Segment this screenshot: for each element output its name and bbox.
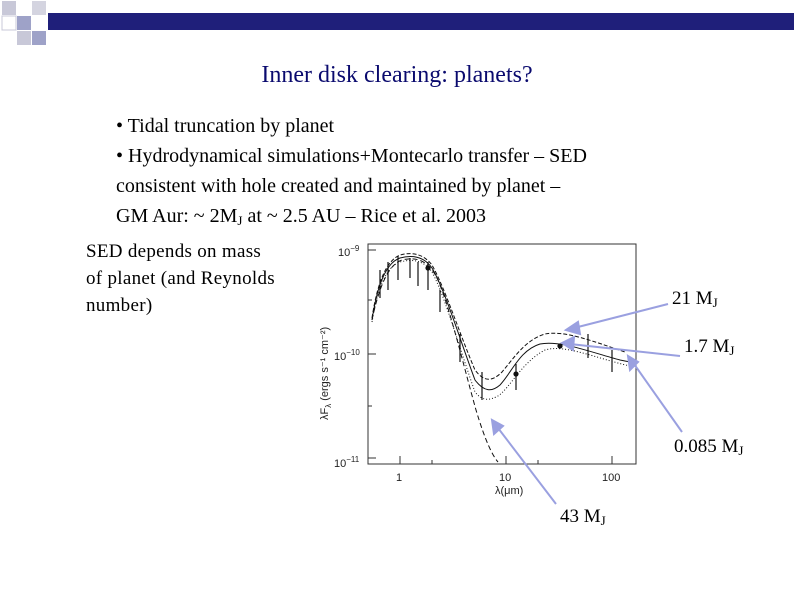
x-axis-label: λ(μm) <box>495 485 523 497</box>
y-ticks <box>368 249 376 459</box>
sed-note-line-2: of planet (and Reynolds <box>86 268 275 289</box>
annotation-arrows <box>490 303 683 505</box>
y-axis-label: λFλ(ergs s⁻¹ cm⁻²) <box>319 327 333 420</box>
sed-note: SED depends on mass of planet (and Reyno… <box>86 238 275 319</box>
ytick-3: 10−11 <box>334 455 360 470</box>
label-0-085-mj: 0.085 MJ <box>674 436 744 458</box>
bullet-list: • Tidal truncation by planet • Hydrodyna… <box>116 111 587 236</box>
bullet-2-cont: consistent with hole created and maintai… <box>116 175 561 197</box>
ytick-2: 10−10 <box>334 348 360 363</box>
title-bar-decoration <box>48 13 794 30</box>
ytick-1: 10−9 <box>338 244 360 259</box>
bullet-1: • Tidal truncation by planet <box>116 115 335 137</box>
data-points <box>379 256 613 400</box>
x-ticks <box>399 456 613 464</box>
bullet-2: • Hydrodynamical simulations+Montecarlo … <box>116 145 587 167</box>
sed-note-line-3: number) <box>86 295 153 316</box>
label-21-mj: 21 MJ <box>672 288 718 310</box>
bullet-2-end: GM Aur: ~ 2MJ at ~ 2.5 AU – Rice et al. … <box>116 205 487 228</box>
sed-note-line-1: SED depends on mass <box>86 241 262 262</box>
model-curves <box>371 253 631 463</box>
xtick-1: 1 <box>396 472 402 484</box>
plot-frame <box>367 243 637 465</box>
corner-decoration <box>1 1 46 45</box>
label-43-mj: 43 MJ <box>560 506 606 528</box>
xtick-2: 10 <box>499 472 511 484</box>
slide-title: Inner disk clearing: planets? <box>261 62 533 88</box>
label-1-7-mj: 1.7 MJ <box>684 336 735 358</box>
xtick-3: 100 <box>602 472 620 484</box>
